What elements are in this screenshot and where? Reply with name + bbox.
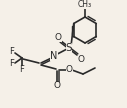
Text: N: N [50,51,58,61]
Text: O: O [66,65,73,75]
Text: F: F [10,48,14,56]
Text: F: F [20,65,24,75]
Text: O: O [77,55,84,64]
Text: O: O [53,82,60,91]
Text: S: S [66,43,72,53]
Text: O: O [54,33,61,41]
Text: CH₃: CH₃ [78,0,92,9]
Text: F: F [10,60,14,68]
